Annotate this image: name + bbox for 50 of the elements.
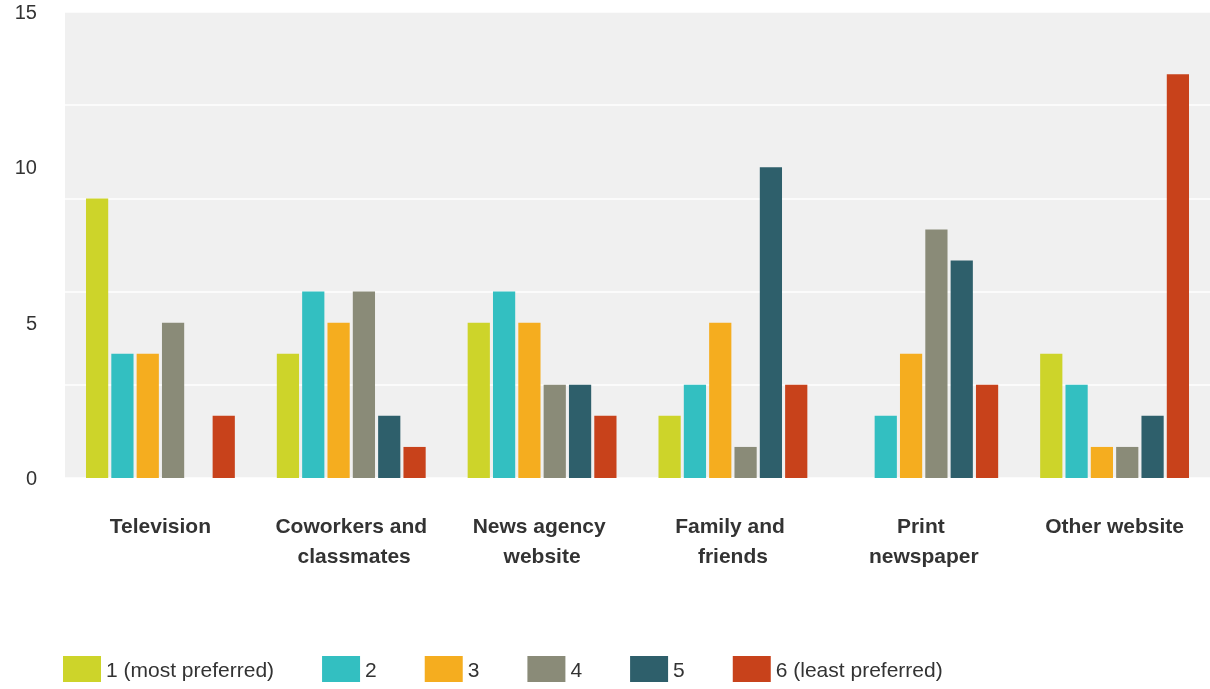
- legend-label: 2: [365, 657, 377, 681]
- y-tick-label: 5: [25, 311, 37, 334]
- x-tick-label: News agency website: [472, 513, 612, 567]
- bar: [709, 322, 732, 478]
- legend-label: 3: [467, 657, 480, 681]
- y-tick-label: 15: [14, 1, 37, 23]
- bar: [302, 291, 325, 478]
- bar: [161, 322, 185, 478]
- x-tick-label: Other website: [1045, 513, 1185, 537]
- bar: [492, 291, 516, 478]
- x-tick-label: Coworkers and classmates: [275, 513, 428, 567]
- bar: [111, 353, 134, 478]
- bar: [1141, 415, 1164, 478]
- bar: [403, 446, 426, 478]
- bar: [658, 415, 681, 478]
- bar: [950, 260, 973, 478]
- legend-label: 5: [673, 657, 685, 681]
- legend-label: 1 (most preferred): [106, 657, 275, 681]
- bar: [899, 353, 923, 478]
- bar: [594, 415, 617, 478]
- x-tick-label: Print newspaper: [868, 513, 979, 567]
- bar: [874, 415, 897, 478]
- bar: [759, 167, 783, 478]
- bar: [1166, 74, 1190, 478]
- y-tick-label: 10: [14, 156, 37, 179]
- bar: [85, 198, 109, 478]
- bar: [568, 384, 592, 478]
- legend-label: 6 (least preferred): [775, 657, 943, 681]
- bar: [136, 353, 159, 478]
- bar: [212, 415, 235, 478]
- y-tick-label: 0: [25, 467, 37, 489]
- bar: [1090, 446, 1114, 478]
- bar: [925, 229, 948, 478]
- x-tick-label: Television: [109, 513, 211, 537]
- bar: [975, 384, 999, 478]
- bar: [378, 415, 401, 478]
- bar: [543, 384, 566, 478]
- bar: [785, 384, 808, 478]
- bar: [1040, 353, 1063, 478]
- bar: [1116, 446, 1139, 478]
- legend-label: 4: [570, 657, 583, 681]
- x-tick-label: Family and friends: [675, 513, 791, 567]
- bar: [683, 384, 707, 478]
- bar: [352, 291, 376, 478]
- bar: [518, 322, 541, 478]
- bar: [1065, 384, 1088, 478]
- bar: [327, 322, 350, 478]
- bar: [734, 446, 757, 478]
- bar: [467, 322, 490, 478]
- bar: [276, 353, 300, 478]
